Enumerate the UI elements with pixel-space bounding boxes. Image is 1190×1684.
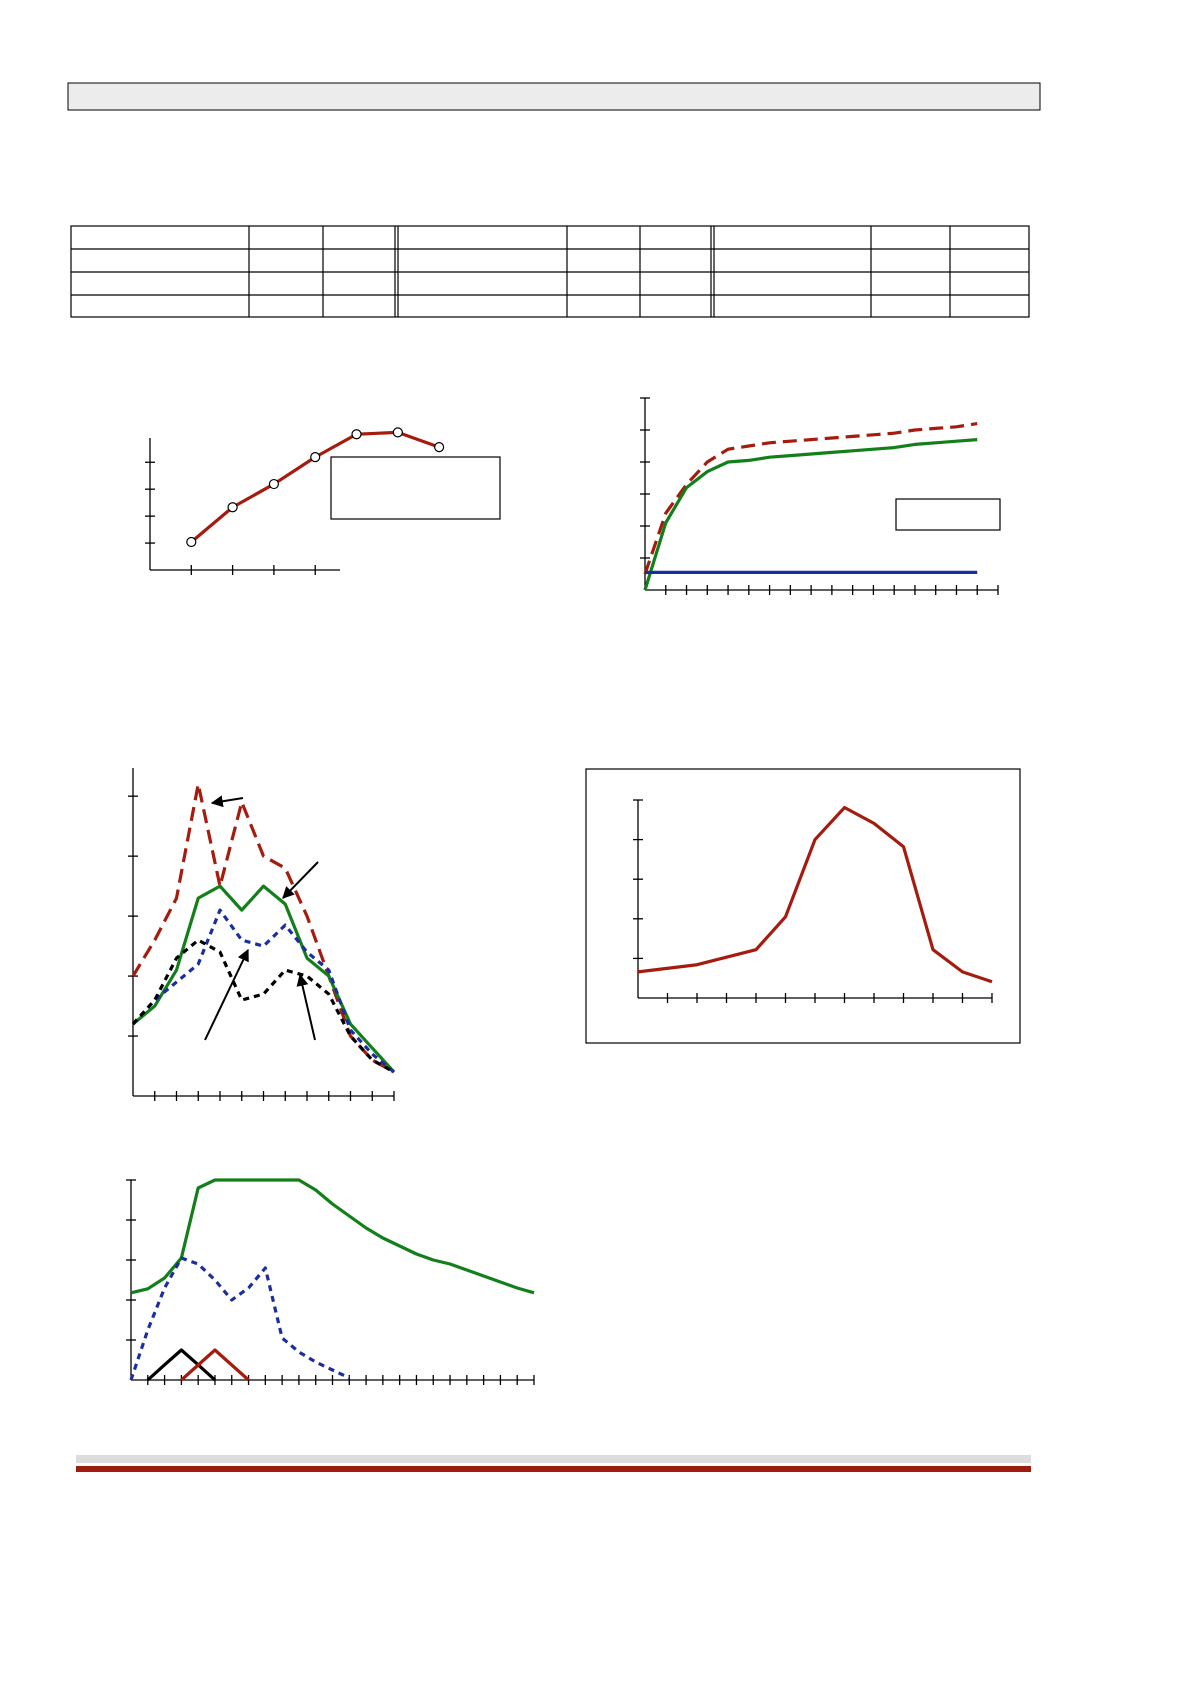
series-line <box>643 422 978 575</box>
charts <box>126 397 999 1385</box>
series-line <box>637 805 993 984</box>
point <box>268 478 280 490</box>
table <box>70 225 1030 318</box>
series-line <box>643 438 978 591</box>
series-line <box>130 1178 535 1295</box>
legend-box <box>330 456 501 520</box>
series-line <box>131 884 396 1074</box>
header-bar <box>67 82 1041 111</box>
series-line <box>146 1348 217 1382</box>
legend-box <box>895 498 1001 531</box>
series-line <box>131 938 395 1074</box>
point <box>227 502 238 513</box>
point <box>392 427 403 438</box>
footer-rule <box>76 1466 1031 1472</box>
series-line <box>129 1256 350 1381</box>
annotation-arrows <box>204 795 319 1041</box>
chart-frame <box>585 768 1021 1044</box>
point <box>186 536 197 548</box>
point <box>310 452 321 463</box>
series-line <box>131 782 395 1074</box>
point <box>351 429 362 440</box>
series-line <box>131 908 396 1074</box>
point <box>434 442 445 453</box>
footer-bar <box>76 1455 1031 1463</box>
series-line <box>180 1348 250 1382</box>
